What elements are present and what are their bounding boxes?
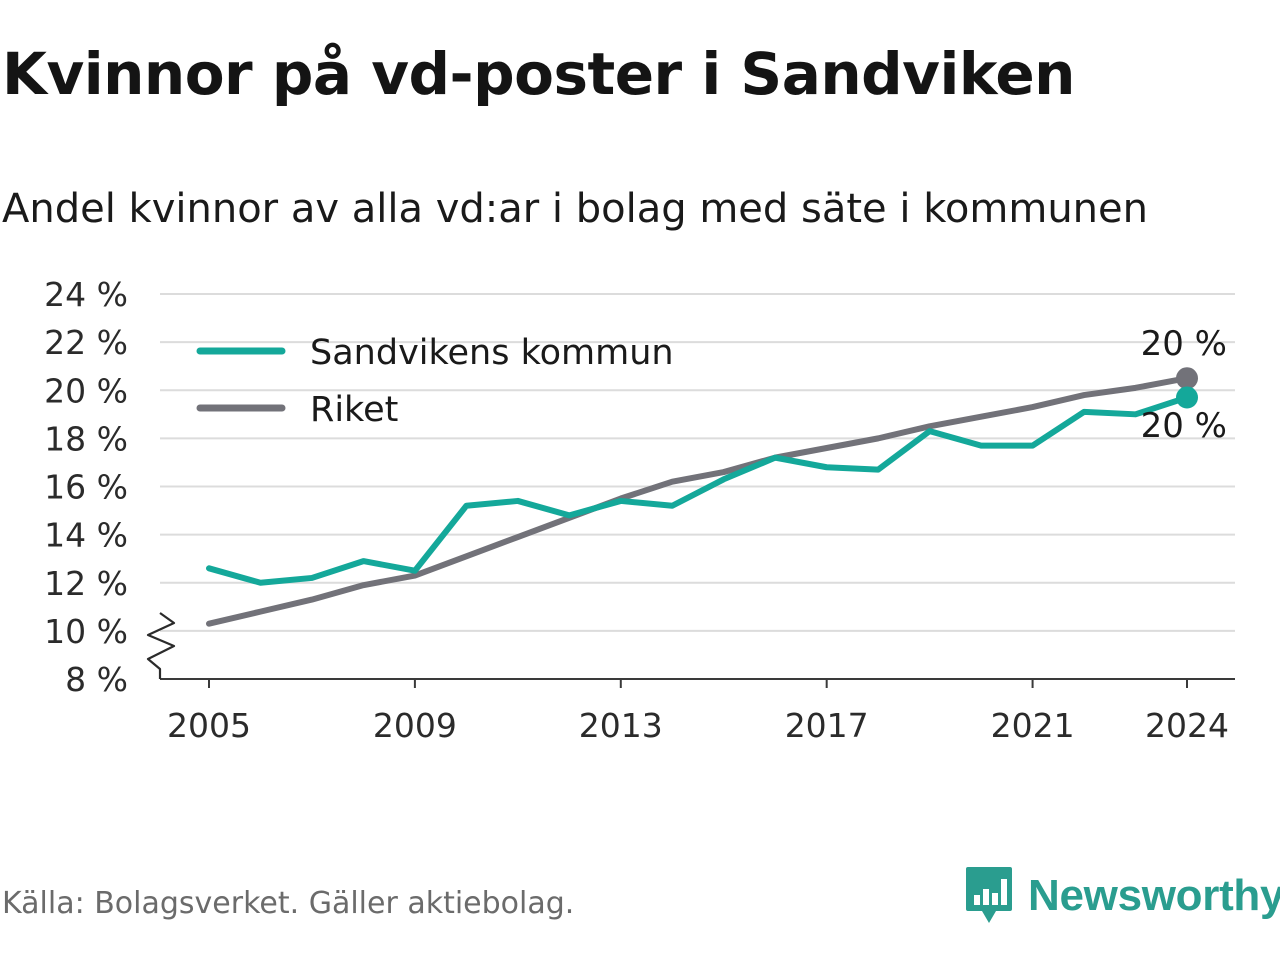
newsworthy-logo-icon <box>966 867 1012 923</box>
brand-logo: Newsworthy <box>964 864 1280 928</box>
end-value-label-sandvikens-kommun: 20 % <box>1141 406 1227 446</box>
y-axis-tick-labels: 8 % 10 % 12 % 14 % 16 % 18 % 20 % 22 % 24 % <box>44 275 128 699</box>
end-point-sandvikens-kommun <box>1176 386 1198 409</box>
end-points: 20 % 20 % <box>1141 324 1227 446</box>
end-value-label-riket: 20 % <box>1141 324 1227 364</box>
brand-name: Newsworthy <box>1028 871 1280 920</box>
x-tick-label: 2005 <box>167 706 251 745</box>
grid-lines <box>160 293 1235 632</box>
x-axis-tick-labels: 2005 2009 2013 2017 2021 2024 <box>167 706 1229 745</box>
end-point-riket <box>1176 367 1198 390</box>
y-tick-label: 22 % <box>44 323 128 362</box>
x-axis <box>146 612 1235 688</box>
x-tick-label: 2013 <box>579 706 663 745</box>
x-tick-label: 2024 <box>1145 706 1229 745</box>
axis-break-mark <box>146 612 176 679</box>
y-tick-label: 14 % <box>44 516 128 555</box>
legend-label: Riket <box>310 390 398 430</box>
x-tick-label: 2009 <box>373 706 457 745</box>
x-tick-label: 2021 <box>991 706 1075 745</box>
y-tick-label: 20 % <box>44 371 128 410</box>
legend: Sandvikens kommun Riket <box>196 333 674 430</box>
chart-title: Kvinnor på vd-poster i Sandviken <box>2 40 1075 108</box>
x-tick-label: 2017 <box>785 706 869 745</box>
y-tick-label: 16 % <box>44 468 128 507</box>
series-line-sandvikens-kommun <box>206 394 1190 586</box>
y-tick-label: 24 % <box>44 275 128 314</box>
y-tick-label: 18 % <box>44 419 128 458</box>
chart-subtitle: Andel kvinnor av alla vd:ar i bolag med … <box>2 186 1148 232</box>
y-tick-label: 8 % <box>65 660 128 699</box>
series-lines <box>206 375 1190 627</box>
series-line-riket <box>206 375 1190 627</box>
y-tick-label: 10 % <box>44 612 128 651</box>
legend-label: Sandvikens kommun <box>310 333 674 373</box>
source-note: Källa: Bolagsverket. Gäller aktiebolag. <box>2 886 575 921</box>
y-tick-label: 12 % <box>44 564 128 603</box>
